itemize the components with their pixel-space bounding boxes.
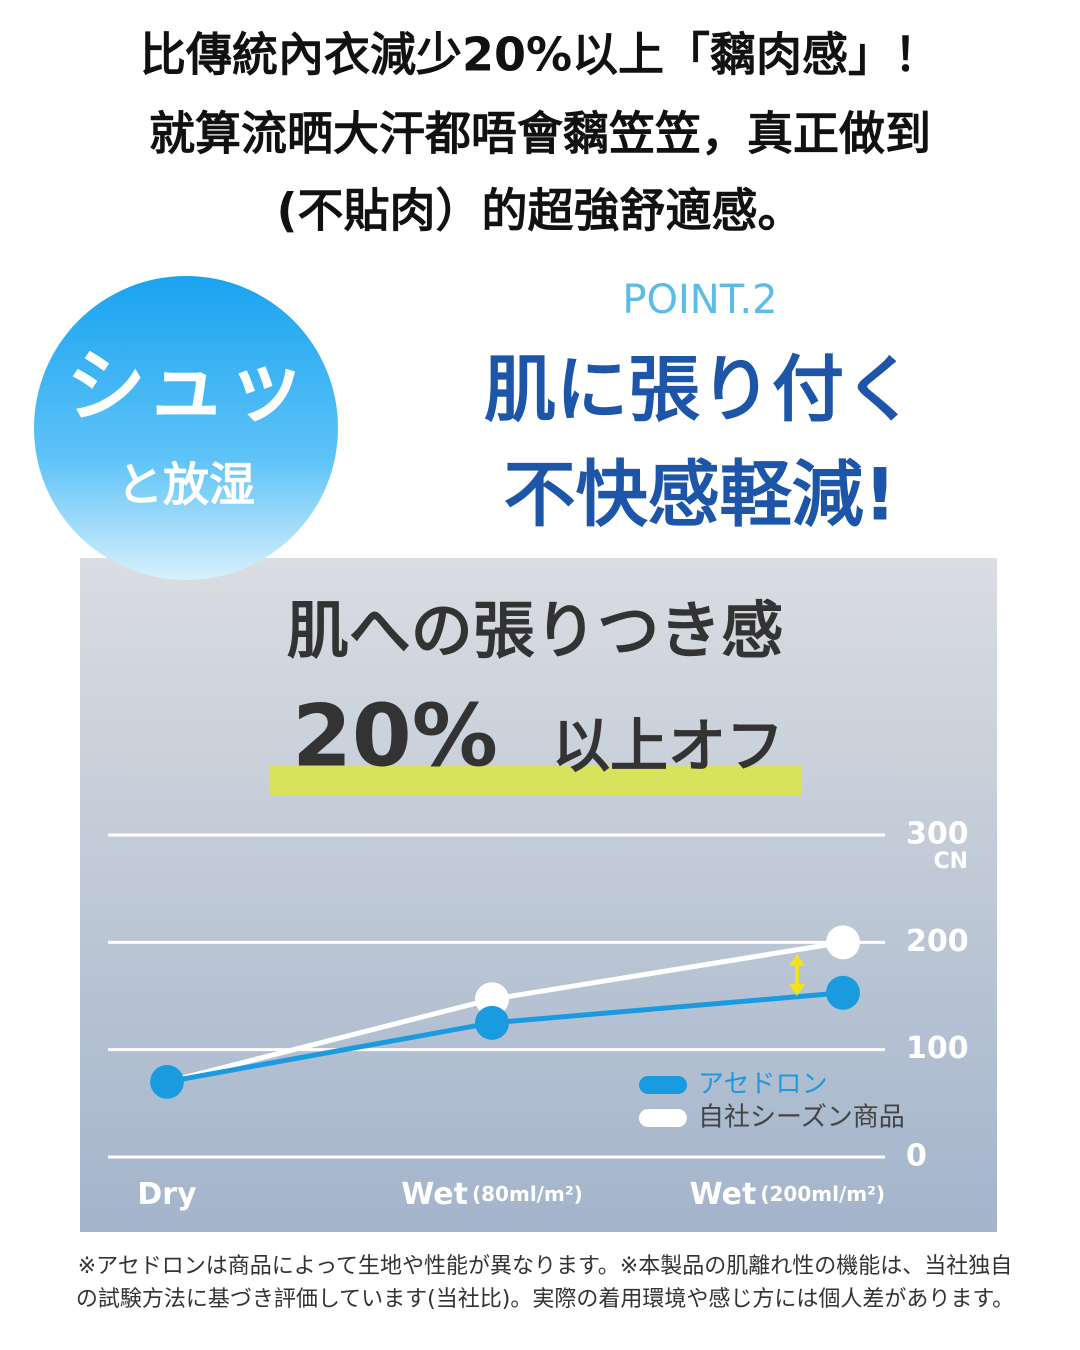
chart-title: 肌への張りつき感 bbox=[287, 594, 784, 667]
y-unit: CN bbox=[933, 849, 968, 874]
y-tick-label: 300 bbox=[906, 817, 969, 852]
difference-arrow bbox=[789, 954, 805, 996]
badge bbox=[34, 276, 338, 580]
category-note: (80ml/m²) bbox=[472, 1182, 583, 1206]
legend-label: 自社シーズン商品 bbox=[698, 1103, 905, 1133]
category-note: (200ml/m²) bbox=[760, 1182, 885, 1206]
y-tick-label: 0 bbox=[906, 1139, 927, 1174]
point-label: POINT.2 bbox=[622, 277, 777, 323]
category-label: Wet bbox=[690, 1177, 757, 1212]
point bbox=[475, 1005, 509, 1040]
point bbox=[826, 925, 860, 960]
y-tick-label: 100 bbox=[906, 1031, 969, 1066]
category-label: Wet bbox=[401, 1177, 468, 1212]
category-label: Dry bbox=[137, 1177, 197, 1212]
point bbox=[150, 1064, 184, 1099]
point-title: 肌に張り付く bbox=[484, 348, 916, 432]
y-tick-label: 200 bbox=[906, 924, 969, 959]
badge-sub: と放湿 bbox=[117, 458, 255, 512]
x-tick-label: Wet (80ml/m²) bbox=[401, 1177, 582, 1212]
headline: 比傳統內衣減少20%以上「黐肉感」！ bbox=[140, 28, 940, 82]
highlight-bar bbox=[270, 765, 802, 795]
chart-panel bbox=[80, 558, 997, 1232]
badge-main: シュッ bbox=[66, 340, 306, 433]
point-title: 不快感軽減! bbox=[504, 453, 897, 537]
point bbox=[826, 975, 860, 1010]
footnote: ※アセドロンは商品によって生地や性能が異なります。※本製品の肌離れ性の機能は、当… bbox=[78, 1254, 1012, 1279]
headline: 就算流晒大汗都唔會黐笠笠，真正做到 bbox=[149, 107, 931, 161]
x-tick-label: Dry bbox=[137, 1177, 197, 1212]
legend-label: アセドロン bbox=[698, 1070, 827, 1100]
highlight-number: 20% bbox=[292, 686, 498, 786]
x-tick-label: Wet (200ml/m²) bbox=[690, 1177, 885, 1212]
point bbox=[475, 982, 509, 1017]
headline: (不貼肉）的超強舒適感。 bbox=[276, 184, 803, 238]
footnote: の試験方法に基づき評価しています(当社比)。実際の着用環境や感じ方には個人差があ… bbox=[76, 1287, 1014, 1312]
highlight-text: 以上オフ bbox=[552, 712, 784, 780]
